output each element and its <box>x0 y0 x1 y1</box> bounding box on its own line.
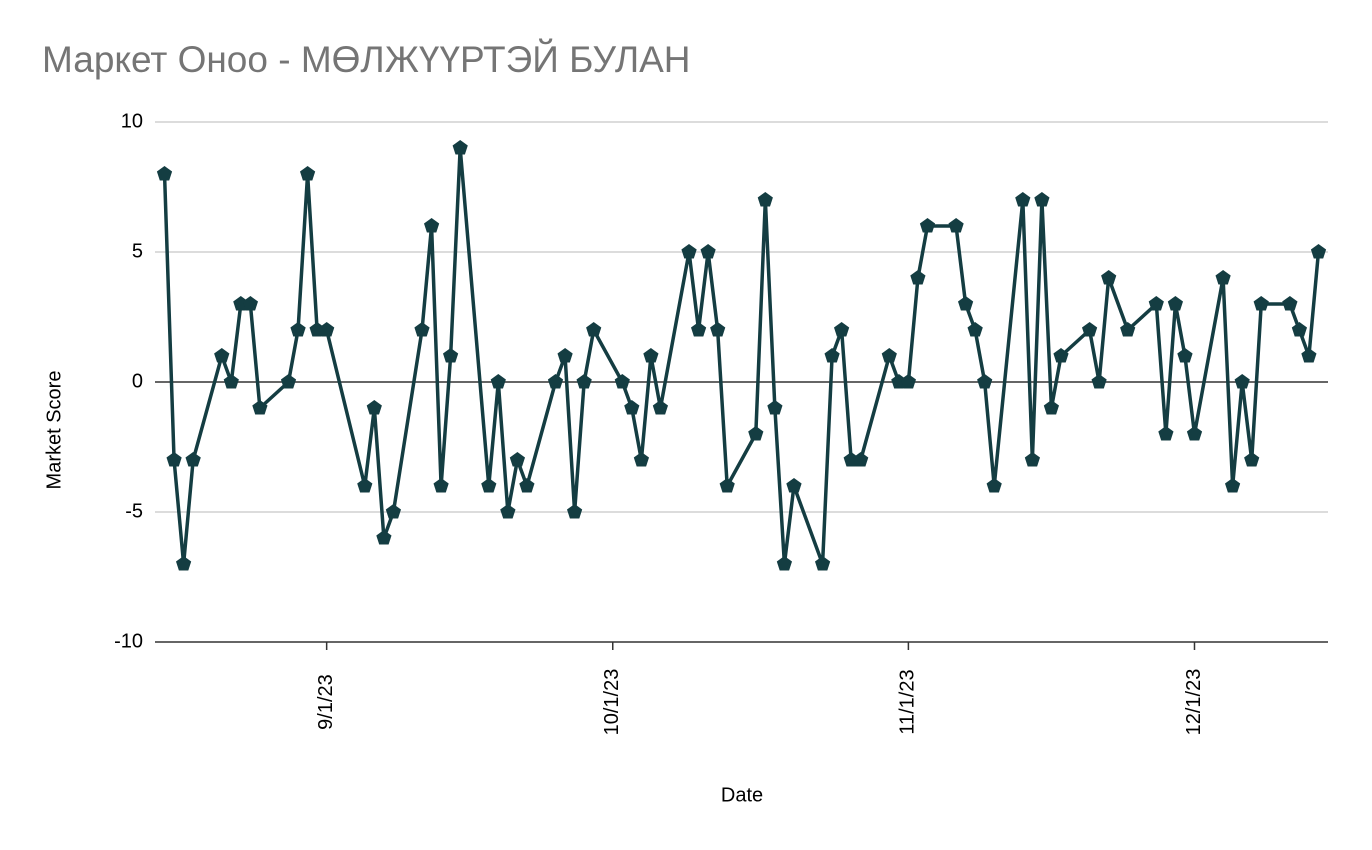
point-marker <box>1053 348 1069 363</box>
point-marker <box>1215 270 1231 285</box>
point-marker <box>853 452 869 467</box>
point-marker <box>252 400 268 415</box>
y-tick-label: 0 <box>132 370 143 392</box>
point-marker <box>652 400 668 415</box>
point-marker <box>1186 426 1203 441</box>
point-marker <box>290 322 306 337</box>
point-marker <box>319 322 335 337</box>
point-marker <box>881 348 897 363</box>
point-marker <box>376 530 392 545</box>
y-tick-label: 5 <box>132 240 143 262</box>
point-marker <box>786 478 802 493</box>
point-marker <box>643 348 659 363</box>
y-tick-label: -10 <box>114 630 143 652</box>
point-marker <box>1082 322 1098 337</box>
point-marker <box>958 296 974 311</box>
point-marker <box>214 348 230 363</box>
point-marker <box>1015 192 1031 207</box>
point-marker <box>500 504 516 519</box>
point-marker <box>223 374 239 389</box>
point-marker <box>156 166 173 181</box>
x-axis-label: Date <box>721 784 763 806</box>
point-marker <box>1282 296 1298 311</box>
point-marker <box>1291 322 1307 337</box>
point-marker <box>1244 452 1260 467</box>
point-marker <box>424 218 440 233</box>
point-marker <box>300 166 316 181</box>
point-marker <box>414 322 430 337</box>
point-marker <box>567 504 583 519</box>
point-marker <box>1167 296 1183 311</box>
point-marker <box>357 478 373 493</box>
point-marker <box>1043 400 1059 415</box>
point-marker <box>624 400 640 415</box>
point-marker <box>576 374 592 389</box>
point-marker <box>1253 296 1269 311</box>
point-marker <box>1234 374 1250 389</box>
x-tick-label: 12/1/23 <box>1183 669 1205 736</box>
point-marker <box>633 452 649 467</box>
line-series <box>162 146 1321 566</box>
point-marker <box>280 374 297 389</box>
point-marker <box>767 400 783 415</box>
point-marker <box>1310 244 1327 259</box>
point-marker <box>490 374 506 389</box>
point-marker <box>748 426 764 441</box>
point-marker <box>481 478 497 493</box>
point-marker <box>824 348 840 363</box>
point-marker <box>166 452 182 467</box>
point-marker <box>1091 374 1107 389</box>
point-marker <box>1177 348 1193 363</box>
point-marker <box>757 192 773 207</box>
y-tick-label: -5 <box>125 500 143 522</box>
point-marker <box>977 374 993 389</box>
point-marker <box>719 478 735 493</box>
point-marker <box>176 556 192 571</box>
point-marker <box>900 374 916 389</box>
point-marker <box>919 218 936 233</box>
point-marker <box>815 556 831 571</box>
x-tick-label: 11/1/23 <box>897 669 919 734</box>
point-marker <box>547 374 564 389</box>
point-marker <box>1101 270 1117 285</box>
point-marker <box>519 478 535 493</box>
point-marker <box>710 322 726 337</box>
point-marker <box>366 400 382 415</box>
point-marker <box>1024 452 1040 467</box>
point-marker <box>1158 426 1174 441</box>
point-marker <box>614 374 630 389</box>
point-marker <box>681 244 697 259</box>
x-tick-label: 9/1/23 <box>315 674 337 730</box>
point-marker <box>443 348 459 363</box>
point-marker <box>385 504 401 519</box>
point-marker <box>586 322 602 337</box>
point-marker <box>1120 322 1136 337</box>
point-marker <box>1148 296 1164 311</box>
point-marker <box>1034 192 1050 207</box>
point-marker <box>691 322 707 337</box>
point-marker <box>433 478 449 493</box>
point-marker <box>1225 478 1241 493</box>
point-marker <box>1301 348 1317 363</box>
point-marker <box>910 270 926 285</box>
point-marker <box>509 452 525 467</box>
point-marker <box>557 348 573 363</box>
point-marker <box>700 244 716 259</box>
point-marker <box>185 452 201 467</box>
chart-title: Маркет Оноо - МӨЛЖҮҮРТЭЙ БУЛАН <box>42 38 691 80</box>
point-marker <box>986 478 1002 493</box>
point-marker <box>776 556 792 571</box>
point-marker <box>967 322 983 337</box>
point-marker <box>452 140 468 155</box>
y-axis-label: Market Score <box>43 371 65 490</box>
point-marker <box>242 296 258 311</box>
point-marker <box>948 218 964 233</box>
point-marker <box>834 322 850 337</box>
x-tick-label: 10/1/23 <box>601 669 623 736</box>
y-tick-label: 10 <box>121 110 143 132</box>
